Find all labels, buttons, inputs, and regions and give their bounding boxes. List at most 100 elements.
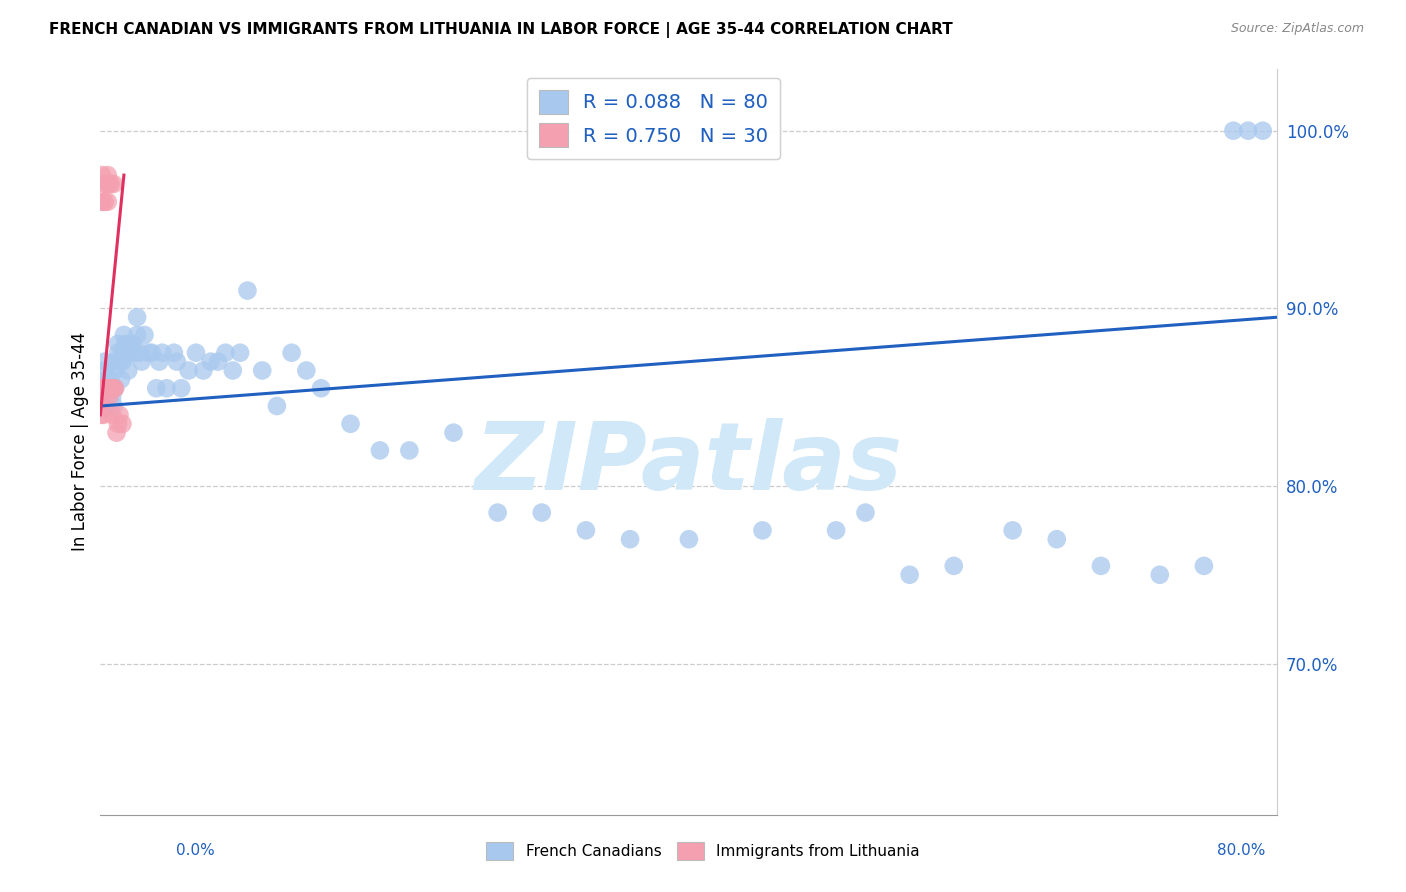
- Point: [678, 533, 700, 547]
- Point: [163, 345, 186, 359]
- Point: [1192, 558, 1215, 573]
- Point: [121, 336, 143, 351]
- Point: [111, 345, 134, 359]
- Point: [112, 328, 135, 343]
- Text: 0.0%: 0.0%: [176, 843, 215, 858]
- Point: [97, 168, 120, 182]
- Point: [1090, 558, 1112, 573]
- Point: [236, 284, 259, 298]
- Y-axis label: In Labor Force | Age 35-44: In Labor Force | Age 35-44: [72, 332, 89, 551]
- Point: [98, 177, 121, 191]
- Point: [100, 381, 122, 395]
- Point: [207, 354, 229, 368]
- Point: [96, 177, 118, 191]
- Point: [141, 345, 163, 359]
- Point: [107, 417, 129, 431]
- Point: [200, 354, 222, 368]
- Point: [1222, 124, 1244, 138]
- Point: [134, 328, 156, 343]
- Point: [398, 443, 420, 458]
- Point: [575, 524, 598, 538]
- Point: [193, 363, 215, 377]
- Point: [486, 506, 509, 520]
- Point: [229, 345, 252, 359]
- Point: [103, 381, 125, 395]
- Legend: French Canadians, Immigrants from Lithuania: French Canadians, Immigrants from Lithua…: [479, 836, 927, 866]
- Point: [97, 381, 120, 395]
- Point: [97, 381, 120, 395]
- Point: [94, 354, 117, 368]
- Point: [1251, 124, 1274, 138]
- Point: [339, 417, 361, 431]
- Point: [619, 533, 641, 547]
- Point: [91, 194, 114, 209]
- Point: [101, 408, 124, 422]
- Point: [96, 399, 118, 413]
- Text: Source: ZipAtlas.com: Source: ZipAtlas.com: [1230, 22, 1364, 36]
- Point: [91, 408, 114, 422]
- Point: [131, 354, 153, 368]
- Point: [97, 372, 120, 386]
- Point: [91, 381, 114, 395]
- Point: [184, 345, 207, 359]
- Point: [145, 381, 167, 395]
- Point: [1046, 533, 1069, 547]
- Point: [138, 345, 160, 359]
- Point: [96, 381, 118, 395]
- Text: 80.0%: 80.0%: [1218, 843, 1265, 858]
- Point: [98, 381, 121, 395]
- Point: [101, 381, 124, 395]
- Point: [127, 328, 149, 343]
- Point: [1237, 124, 1260, 138]
- Point: [94, 363, 117, 377]
- Point: [104, 381, 127, 395]
- Point: [222, 363, 245, 377]
- Point: [118, 345, 141, 359]
- Point: [101, 390, 124, 404]
- Point: [98, 390, 121, 404]
- Point: [148, 354, 170, 368]
- Point: [250, 363, 273, 377]
- Point: [114, 336, 136, 351]
- Point: [127, 310, 149, 325]
- Point: [295, 363, 318, 377]
- Point: [94, 194, 117, 209]
- Point: [122, 345, 145, 359]
- Point: [155, 381, 177, 395]
- Point: [751, 524, 773, 538]
- Point: [103, 399, 125, 413]
- Point: [110, 372, 132, 386]
- Point: [117, 363, 139, 377]
- Point: [103, 177, 125, 191]
- Point: [309, 381, 332, 395]
- Point: [105, 425, 128, 440]
- Point: [530, 506, 553, 520]
- Point: [118, 336, 141, 351]
- Point: [90, 381, 112, 395]
- Point: [898, 567, 921, 582]
- Point: [1001, 524, 1024, 538]
- Point: [104, 354, 127, 368]
- Point: [166, 354, 188, 368]
- Point: [443, 425, 465, 440]
- Point: [855, 506, 877, 520]
- Point: [89, 381, 111, 395]
- Point: [107, 336, 129, 351]
- Point: [90, 168, 112, 182]
- Point: [177, 363, 200, 377]
- Point: [108, 354, 131, 368]
- Legend: R = 0.088   N = 80, R = 0.750   N = 30: R = 0.088 N = 80, R = 0.750 N = 30: [527, 78, 780, 159]
- Point: [108, 408, 131, 422]
- Point: [266, 399, 288, 413]
- Point: [214, 345, 236, 359]
- Point: [90, 194, 112, 209]
- Point: [111, 417, 134, 431]
- Point: [280, 345, 302, 359]
- Point: [94, 390, 117, 404]
- Point: [89, 399, 111, 413]
- Point: [89, 408, 111, 422]
- Point: [104, 381, 127, 395]
- Point: [107, 345, 129, 359]
- Point: [942, 558, 965, 573]
- Text: FRENCH CANADIAN VS IMMIGRANTS FROM LITHUANIA IN LABOR FORCE | AGE 35-44 CORRELAT: FRENCH CANADIAN VS IMMIGRANTS FROM LITHU…: [49, 22, 953, 38]
